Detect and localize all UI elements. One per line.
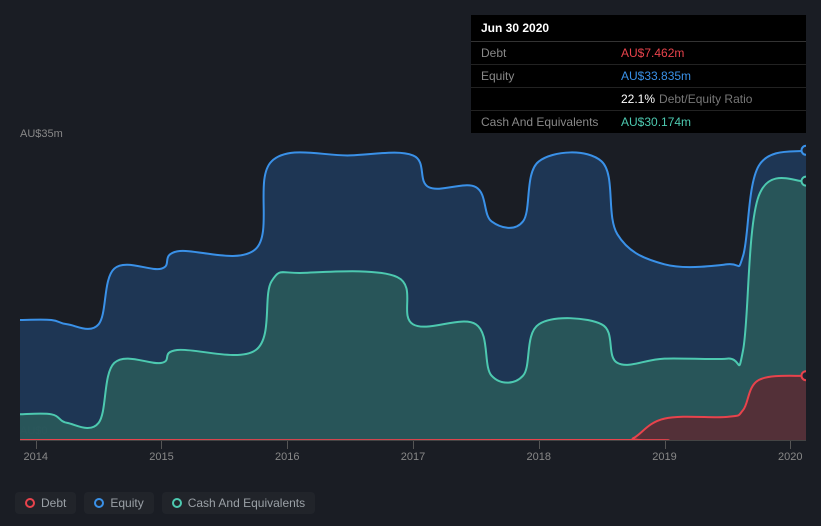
legend-item-debt[interactable]: Debt <box>15 492 76 514</box>
tooltip-row-ratio: 22.1% Debt/Equity Ratio <box>471 88 806 111</box>
tooltip-ratio-pct: 22.1% <box>621 92 655 106</box>
tooltip-ratio-label: Debt/Equity Ratio <box>659 92 752 106</box>
tooltip-ratio-value: 22.1% Debt/Equity Ratio <box>621 92 796 106</box>
series-marker-debt <box>802 371 807 380</box>
series-marker-equity <box>802 146 807 155</box>
tooltip-cash-label: Cash And Equivalents <box>481 115 621 129</box>
tooltip-debt-value: AU$7.462m <box>621 46 796 60</box>
tooltip-debt-label: Debt <box>481 46 621 60</box>
x-axis-label: 2014 <box>23 451 47 463</box>
legend-item-cash[interactable]: Cash And Equivalents <box>162 492 315 514</box>
tooltip-row-equity: Equity AU$33.835m <box>471 65 806 88</box>
x-axis-tick <box>665 441 666 449</box>
x-axis-tick <box>413 441 414 449</box>
tooltip-equity-label: Equity <box>481 69 621 83</box>
legend-item-equity[interactable]: Equity <box>84 492 153 514</box>
y-axis-label: AU$35m <box>20 128 63 140</box>
legend-label: Debt <box>41 496 66 510</box>
x-axis-tick <box>539 441 540 449</box>
x-axis-tick <box>36 441 37 449</box>
x-axis-tick <box>287 441 288 449</box>
chart-area[interactable]: AU$35mAU$0 2014201520162017201820192020 <box>0 120 821 460</box>
legend-label: Cash And Equivalents <box>188 496 305 510</box>
x-axis-tick <box>790 441 791 449</box>
legend-dot-icon <box>172 498 182 508</box>
x-axis-tick <box>161 441 162 449</box>
tooltip-date: Jun 30 2020 <box>471 15 806 42</box>
legend-dot-icon <box>25 498 35 508</box>
tooltip-row-debt: Debt AU$7.462m <box>471 42 806 65</box>
chart-legend: Debt Equity Cash And Equivalents <box>15 492 315 514</box>
x-axis-label: 2018 <box>527 451 551 463</box>
x-axis-label: 2017 <box>401 451 425 463</box>
x-axis-label: 2020 <box>778 451 802 463</box>
chart-tooltip: Jun 30 2020 Debt AU$7.462m Equity AU$33.… <box>471 15 806 133</box>
tooltip-ratio-spacer <box>481 92 621 106</box>
tooltip-row-cash: Cash And Equivalents AU$30.174m <box>471 111 806 133</box>
tooltip-equity-value: AU$33.835m <box>621 69 796 83</box>
x-axis-label: 2016 <box>275 451 299 463</box>
x-axis-label: 2015 <box>149 451 173 463</box>
legend-label: Equity <box>110 496 143 510</box>
tooltip-cash-value: AU$30.174m <box>621 115 796 129</box>
x-axis-label: 2019 <box>652 451 676 463</box>
x-axis: 2014 2015 2016 2017 2018 2019 2020 <box>20 440 806 470</box>
chart-plot[interactable] <box>20 140 806 440</box>
series-marker-cash <box>802 177 807 186</box>
legend-dot-icon <box>94 498 104 508</box>
